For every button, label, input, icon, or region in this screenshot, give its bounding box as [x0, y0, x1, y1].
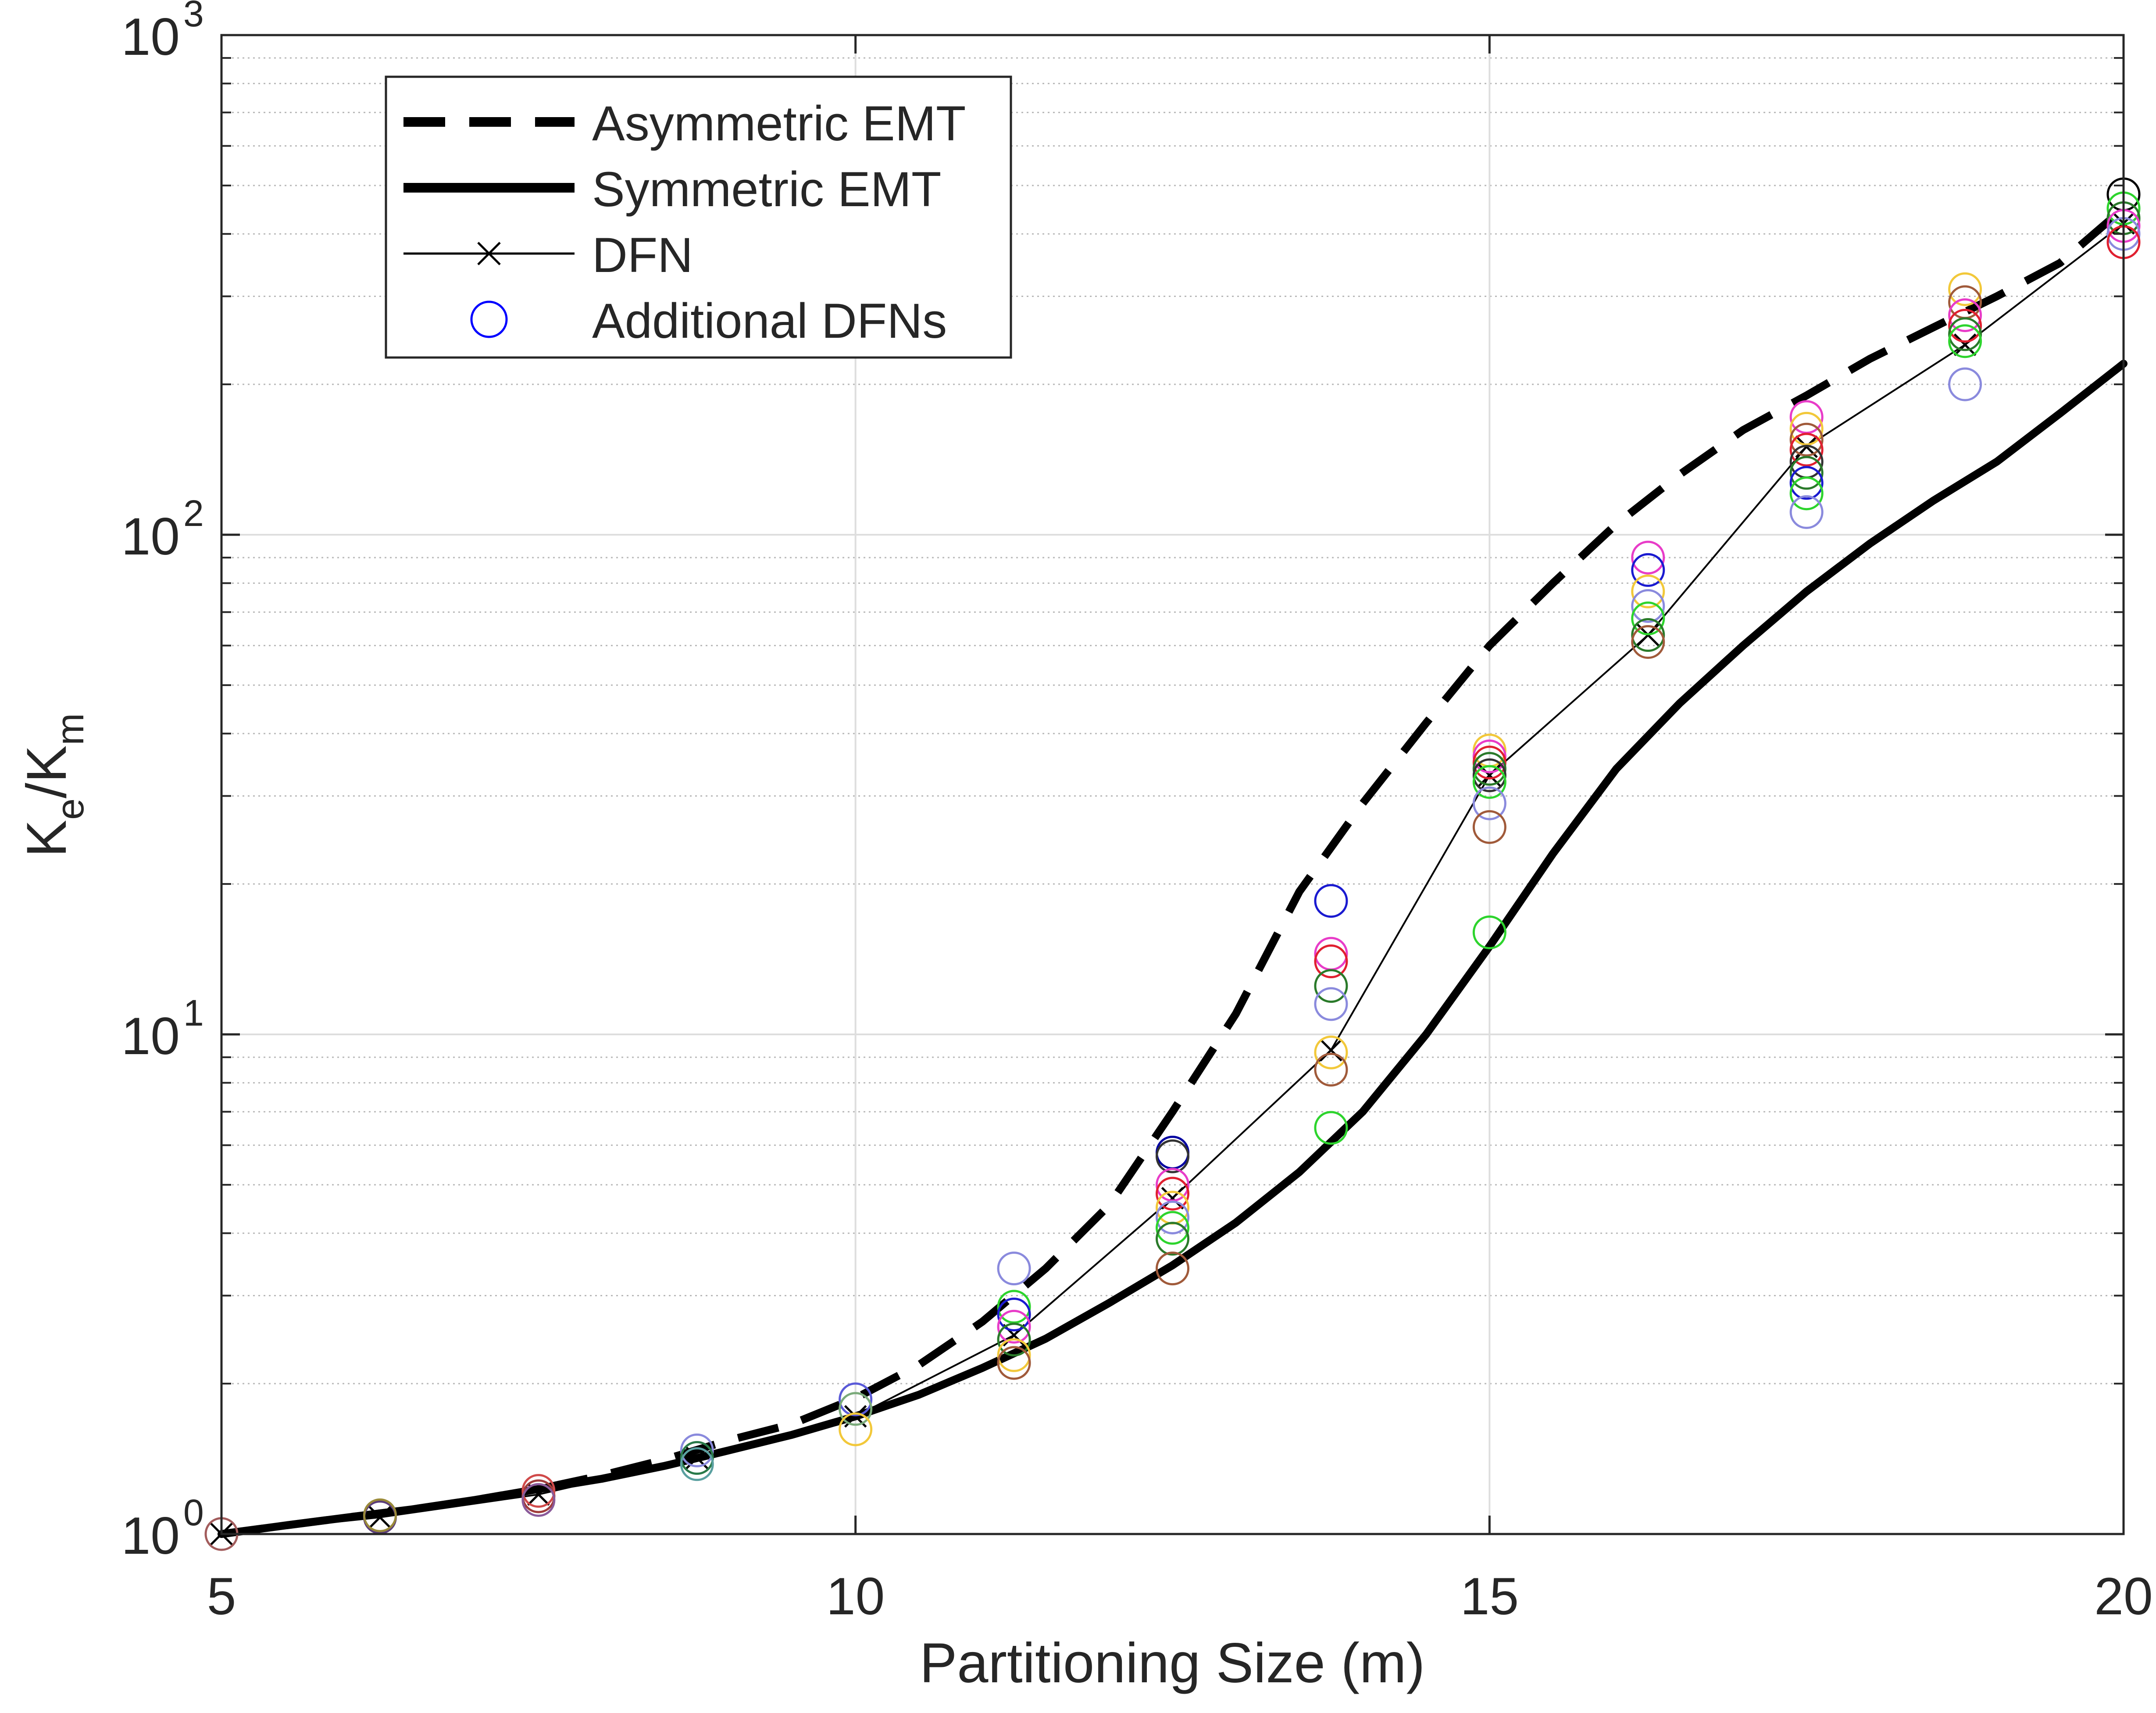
- additional-dfn-marker: [1948, 298, 1982, 333]
- additional-dfn-marker: [1789, 411, 1824, 446]
- additional-dfn-marker: [1472, 739, 1506, 773]
- additional-dfn-marker: [1789, 495, 1824, 529]
- dfn-x-marker: [368, 1506, 392, 1529]
- additional-dfn-marker: [839, 1412, 873, 1446]
- additional-dfn-marker: [1156, 1168, 1189, 1202]
- additional-dfn-marker: [363, 1498, 397, 1532]
- legend: Asymmetric EMT Symmetric EMT DFN Additio…: [385, 75, 1012, 359]
- plot-area-frame: [220, 34, 2125, 1535]
- additional-dfn-marker: [1156, 1177, 1189, 1211]
- y-tick-label-base: 10: [121, 1506, 180, 1565]
- additional-dfn-marker: [1789, 422, 1824, 457]
- additional-dfn-marker: [1948, 309, 1982, 343]
- series-asymmetric-emt-line: [221, 205, 2126, 1538]
- x-tick-label: 10: [826, 1567, 885, 1626]
- dfn-x-marker: [1953, 333, 1977, 356]
- additional-dfn-marker: [839, 1382, 873, 1416]
- additional-dfn-marker: [1948, 317, 1982, 351]
- additional-dfn-marker: [1948, 367, 1982, 401]
- legend-additional-label: Additional DFNs: [592, 293, 947, 348]
- series-symmetric-emt-line: [218, 360, 2127, 1538]
- additional-dfn-marker: [1631, 574, 1665, 608]
- dfn-x-marker: [1320, 1039, 1342, 1062]
- additional-dfn-marker: [1631, 553, 1665, 587]
- additional-dfn-marker: [997, 1346, 1031, 1380]
- additional-dfn-marker: [1314, 1052, 1348, 1087]
- additional-dfn-marker: [1789, 456, 1824, 490]
- additional-dfn-marker: [1314, 944, 1348, 979]
- legend-additional-marker: [470, 300, 508, 338]
- additional-dfn-marker: [680, 1433, 714, 1467]
- x-tick-label: 20: [2094, 1567, 2152, 1626]
- additional-dfn-marker: [997, 1309, 1031, 1344]
- additional-dfn-marker: [1156, 1139, 1189, 1173]
- x-tick-label: 5: [207, 1567, 236, 1626]
- additional-dfn-marker: [1472, 786, 1506, 820]
- y-tick-label-exponent: 0: [183, 1492, 204, 1533]
- additional-dfn-marker: [1472, 758, 1506, 792]
- additional-dfn-marker: [1156, 1200, 1189, 1234]
- additional-dfn-marker: [1472, 916, 1506, 950]
- y-tick-label-exponent: 3: [183, 0, 204, 34]
- y-tick-label-base: 10: [121, 507, 180, 566]
- additional-dfn-marker: [1789, 476, 1824, 511]
- y-axis-label-sub2: m: [48, 713, 92, 745]
- y-axis-label: Ke/Km: [15, 713, 92, 858]
- y-axis-label-mid: /K: [15, 745, 78, 798]
- legend-dfn-label: DFN: [592, 228, 693, 283]
- y-tick-label-exponent: 1: [183, 992, 204, 1034]
- legend-dfn-marker: [477, 242, 501, 265]
- dfn-x-marker: [527, 1483, 550, 1506]
- y-tick-label-base: 10: [121, 7, 180, 66]
- additional-dfn-marker: [1314, 987, 1348, 1021]
- additional-dfn-marker: [1314, 884, 1348, 918]
- additional-dfn-marker: [1156, 1211, 1189, 1245]
- y-tick-label-exponent: 2: [183, 493, 204, 534]
- additional-dfn-marker: [521, 1474, 556, 1508]
- additional-dfn-marker: [1472, 765, 1506, 799]
- additional-dfn-marker: [680, 1441, 714, 1475]
- additional-dfn-marker: [1314, 1035, 1348, 1069]
- additional-dfn-marker: [1631, 601, 1665, 636]
- additional-dfn-marker: [1631, 618, 1665, 652]
- legend-asymmetric-label: Asymmetric EMT: [592, 96, 966, 151]
- y-tick-label-base: 10: [121, 1007, 180, 1066]
- additional-dfn-marker: [1789, 466, 1824, 500]
- x-axis-label: Partitioning Size (m): [920, 1632, 1425, 1695]
- additional-dfn-marker: [997, 1298, 1031, 1332]
- additional-dfn-marker: [997, 1323, 1031, 1357]
- additional-dfn-marker: [521, 1483, 556, 1517]
- ticks: 10 010 110 210 35 10 15 20: [121, 0, 2153, 1626]
- y-axis-label-sub1: e: [48, 798, 92, 820]
- additional-dfn-marker: [1631, 540, 1665, 575]
- additional-dfn-marker: [997, 1338, 1031, 1372]
- additional-dfn-marker: [1948, 324, 1982, 358]
- additional-dfn-marker: [997, 1290, 1031, 1324]
- additional-dfn-marker: [1314, 969, 1348, 1003]
- additional-dfn-marker: [1789, 433, 1824, 467]
- dfn-x-marker: [1161, 1187, 1184, 1210]
- additional-dfn-marker: [1156, 1222, 1189, 1256]
- additional-dfn-marker: [1631, 589, 1665, 623]
- additional-dfn-marker: [680, 1447, 714, 1481]
- y-axis-label-main: K: [15, 820, 78, 857]
- legend-symmetric-label: Symmetric EMT: [592, 162, 941, 217]
- additional-dfn-marker: [1472, 810, 1506, 844]
- additional-dfn-marker: [1156, 1252, 1189, 1286]
- x-tick-label: 15: [1460, 1567, 1519, 1626]
- additional-dfn-marker: [1948, 272, 1982, 306]
- additional-dfn-marker: [839, 1392, 873, 1426]
- additional-dfn-marker: [1314, 1111, 1348, 1145]
- additional-dfn-marker: [1472, 752, 1506, 786]
- additional-dfn-marker: [997, 1252, 1031, 1286]
- additional-dfn-marker: [1631, 625, 1665, 659]
- additional-dfn-marker: [1472, 745, 1506, 780]
